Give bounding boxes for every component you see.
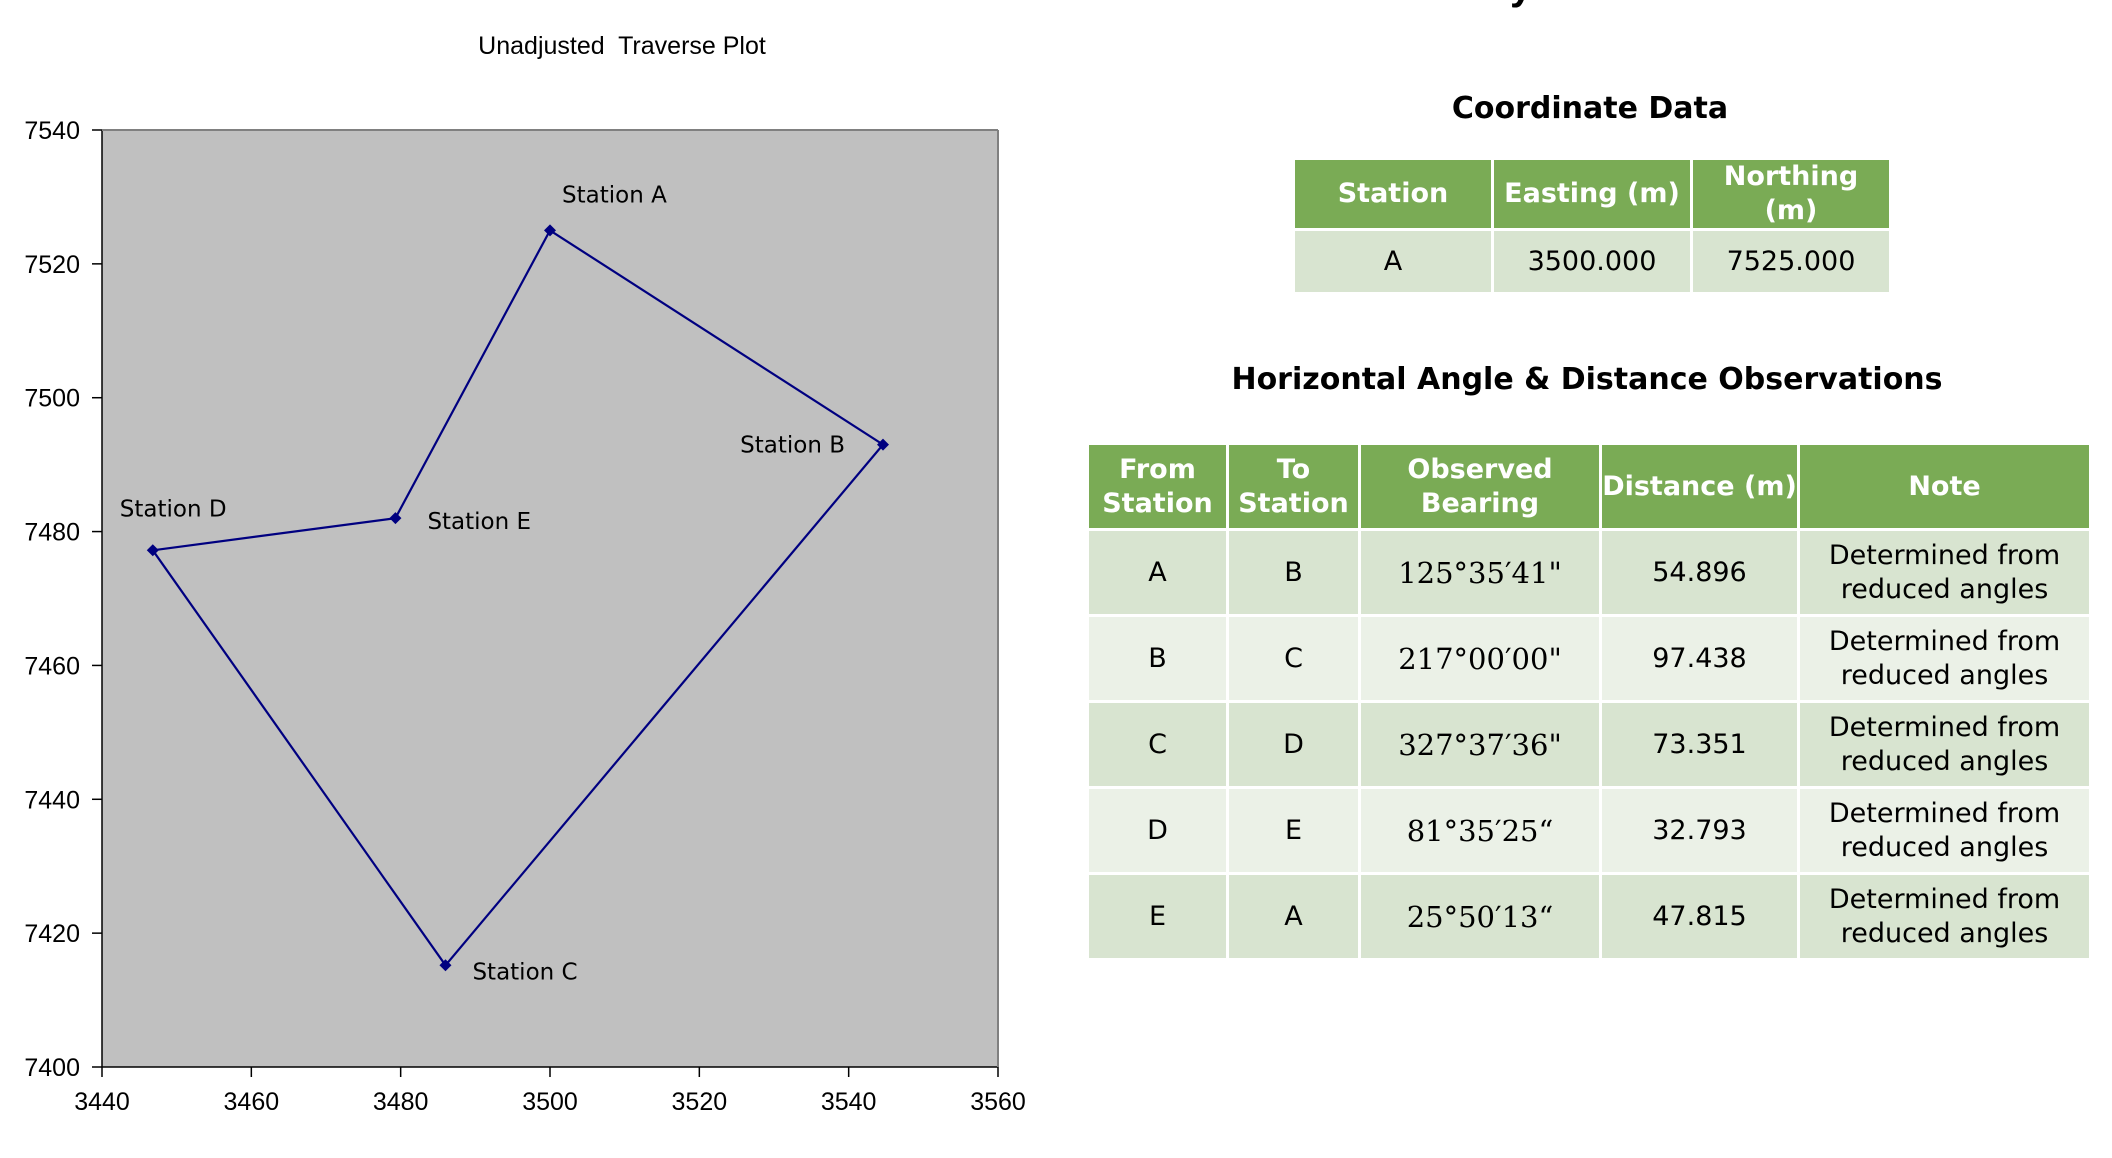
bearing-cell: 217°00′00" [1358,614,1602,703]
station-label: Station E [427,509,531,535]
note-cell-line: Determined from [1828,797,2061,829]
note-cell-line: reduced angles [1840,573,2049,605]
station-marker [146,544,159,557]
to-station-cell: C [1226,614,1361,703]
coordinate-cell: 7525.000 [1690,228,1892,295]
station-marker [389,512,402,525]
coordinate-row: A 3500.000 7525.000 [1292,228,1892,295]
coordinate-header-cell: Northing (m) [1690,157,1892,231]
observation-header-cell: Note [1797,442,2092,531]
note-cell-line: reduced angles [1840,745,2049,777]
bearing-cell: 25°50′13“ [1358,872,1602,961]
station-marker [439,959,452,972]
note-cell: Determined from reduced angles [1797,786,2092,875]
observation-row: A B 125°35′41" 54.896 Determined from reduced… [1086,528,2092,617]
x-tick-label: 3480 [373,1088,429,1116]
y-tick-label: 7440 [24,786,80,814]
from-station-cell: C [1086,700,1229,789]
x-tick-label: 3440 [74,1088,130,1116]
note-cell: Determined from reduced angles [1797,528,2092,617]
observation-header-cell-line: Bearing [1420,487,1540,519]
to-station-cell: E [1226,786,1361,875]
observation-header-cell: Distance (m) [1599,442,1800,531]
y-tick-label: 7480 [24,519,80,547]
bearing-cell: 125°35′41" [1358,528,1602,617]
bearing-cell: 81°35′25“ [1358,786,1602,875]
y-tick-label: 7520 [24,251,80,279]
note-cell-line: reduced angles [1840,659,2049,691]
x-tick-label: 3500 [522,1088,578,1116]
observation-header-cell-line: Observed [1407,453,1553,485]
observation-header-cell-line: Station [1238,487,1349,519]
observation-row: D E 81°35′25“ 32.793 Determined from reduced … [1086,786,2092,875]
bearing-cell: 327°37′36" [1358,700,1602,789]
observation-header-cell-line: Note [1908,470,1981,502]
chart-title: Unadjusted Traverse Plot [478,32,766,60]
observation-header-cell-line: From [1119,453,1196,485]
from-station-cell: B [1086,614,1229,703]
plot-area [102,130,998,1067]
y-tick-label: 7540 [24,117,80,145]
distance-cell: 54.896 [1599,528,1800,617]
x-tick-label: 3460 [224,1088,280,1116]
observation-header-cell-line: Distance (m) [1602,470,1797,502]
y-tick-label: 7460 [24,652,80,680]
note-cell-line: Determined from [1828,883,2061,915]
from-station-cell: E [1086,872,1229,961]
observation-row: B C 217°00′00" 97.438 Determined from reduced… [1086,614,2092,703]
y-tick-label: 7400 [24,1054,80,1082]
note-cell-line: Determined from [1828,625,2061,657]
distance-cell: 73.351 [1599,700,1800,789]
from-station-cell: A [1086,528,1229,617]
traverse-line [150,229,885,968]
station-marker [877,438,890,451]
note-cell: Determined from reduced angles [1797,614,2092,703]
note-cell-line: Determined from [1828,539,2061,571]
coordinate-cell: A [1292,228,1494,295]
note-cell-line: Determined from [1828,711,2061,743]
x-tick-label: 3540 [821,1088,877,1116]
traverse-chart: Unadjusted Traverse Plot 7400 7420 7440 746… [24,32,1026,1116]
station-label: Station D [120,496,227,522]
distance-cell: 32.793 [1599,786,1800,875]
observation-header-cell-line: To [1276,453,1311,485]
note-cell-line: reduced angles [1840,831,2049,863]
station-marker [544,224,556,237]
distance-cell: 97.438 [1599,614,1800,703]
x-tick-label: 3520 [672,1088,728,1116]
observation-header-cell: Observed Bearing [1358,442,1602,531]
observation-header-cell: To Station [1226,442,1361,531]
to-station-cell: A [1226,872,1361,961]
station-label: Station C [472,959,577,985]
y-tick-label: 7420 [24,920,80,948]
station-label: Station B [740,433,845,459]
note-cell: Determined from reduced angles [1797,700,2092,789]
to-station-cell: D [1226,700,1361,789]
distance-cell: 47.815 [1599,872,1800,961]
y-tick-label: 7500 [24,385,80,413]
observation-row: E A 25°50′13“ 47.815 Determined from reduced … [1086,872,2092,961]
note-cell-line: reduced angles [1840,917,2049,949]
station-label: Station A [562,182,667,208]
note-cell: Determined from reduced angles [1797,872,2092,961]
observations-table: From Station To Station Observed Bearing Dista… [1086,442,2092,961]
observation-header-cell: From Station [1086,442,1229,531]
observation-header-cell-line: Station [1102,487,1213,519]
from-station-cell: D [1086,786,1229,875]
page-heading-partial: y [1510,0,1532,6]
x-tick-label: 3560 [970,1088,1026,1116]
to-station-cell: B [1226,528,1361,617]
coordinate-header-cell: Station [1292,157,1494,231]
coordinate-data-title: Coordinate Data [1451,91,1729,126]
coordinate-header-cell: Easting (m) [1491,157,1693,231]
coordinate-cell: 3500.000 [1491,228,1693,295]
observations-title: Horizontal Angle & Distance Observations [1231,362,1943,397]
coordinate-data-table: Station Easting (m) Northing (m) A 3500.000… [1292,157,1892,295]
observation-row: C D 327°37′36" 73.351 Determined from reduced… [1086,700,2092,789]
